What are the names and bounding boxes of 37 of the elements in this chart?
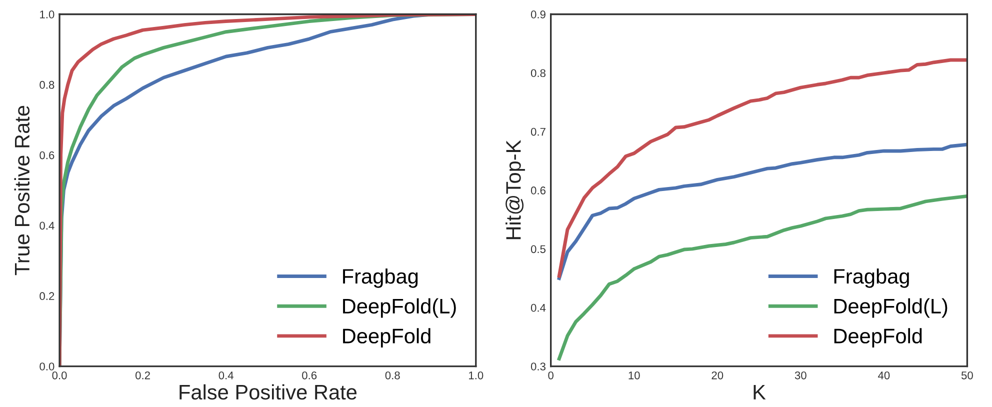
x-tick-label: 0: [548, 371, 554, 380]
y-tick-label: 0.3: [530, 362, 546, 370]
legend-label: Fragbag: [834, 268, 909, 288]
x-tick-label: 20: [712, 371, 724, 380]
x-tick-label: 10: [628, 371, 640, 380]
y-tick-label: 0.9: [530, 10, 546, 18]
legend-label: DeepFold: [834, 328, 922, 348]
y-tick-label: 0.2: [40, 292, 54, 300]
line-series: [60, 14, 476, 366]
x-tick-label: 0.2: [136, 371, 150, 380]
legend-label: DeepFold(L): [834, 298, 948, 318]
y-axis-title: Hit@Top-K: [506, 140, 525, 240]
x-axis-title: K: [754, 385, 766, 400]
x-axis-title: False Positive Rate: [180, 384, 357, 400]
y-tick-label: 0.6: [530, 186, 546, 194]
y-tick-label: 0.4: [40, 222, 54, 230]
y-tick-label: 0.4: [530, 304, 546, 312]
x-tick-label: 0.0: [52, 371, 67, 380]
x-tick-label: 0.4: [218, 371, 234, 380]
legend-label: DeepFold(L): [343, 298, 456, 318]
y-tick-label: 0.0: [40, 362, 54, 370]
x-tick-label: 50: [961, 371, 973, 380]
y-tick-label: 0.5: [530, 245, 546, 254]
y-tick-label: 1.0: [40, 10, 54, 18]
y-tick-label: 0.8: [40, 80, 54, 89]
line-series: [557, 194, 968, 360]
x-tick-label: 1.0: [469, 371, 484, 380]
y-tick-label: 0.6: [40, 151, 54, 160]
x-tick-label: 30: [794, 371, 806, 380]
legend-label: DeepFold: [343, 328, 430, 348]
y-axis-title: True Positive Rate: [14, 106, 30, 276]
y-tick-label: 0.7: [530, 128, 546, 136]
y-tick-label: 0.8: [530, 69, 546, 78]
x-tick-label: 40: [878, 371, 890, 380]
x-tick-label: 0.8: [385, 371, 400, 380]
legend-label: Fragbag: [343, 268, 418, 288]
x-tick-label: 0.6: [302, 371, 317, 380]
